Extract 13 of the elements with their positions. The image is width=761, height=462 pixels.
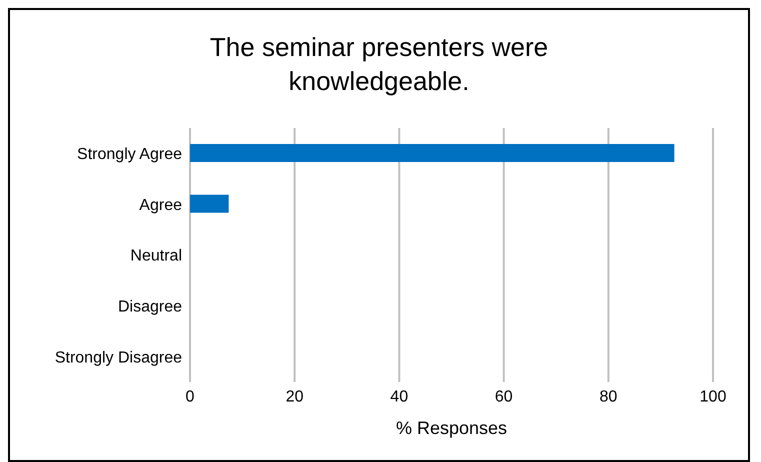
x-tick-label: 60: [494, 388, 513, 406]
x-axis-title: % Responses: [394, 418, 508, 439]
x-tick-label: 20: [286, 388, 304, 406]
x-tick-label: 0: [186, 388, 195, 406]
x-tick-label: 80: [600, 388, 618, 406]
y-tick-label: Disagree: [118, 298, 182, 316]
y-tick-label: Strongly Disagree: [54, 349, 182, 366]
y-tick-label: Agree: [139, 196, 182, 214]
x-tick-label: 40: [390, 388, 408, 406]
y-tick-label: Strongly Agree: [77, 146, 182, 164]
chart-title: The seminar presenters were knowledgeable.: [208, 31, 550, 98]
x-tick-label: 100: [700, 388, 726, 406]
y-tick-label: Neutral: [130, 248, 182, 265]
